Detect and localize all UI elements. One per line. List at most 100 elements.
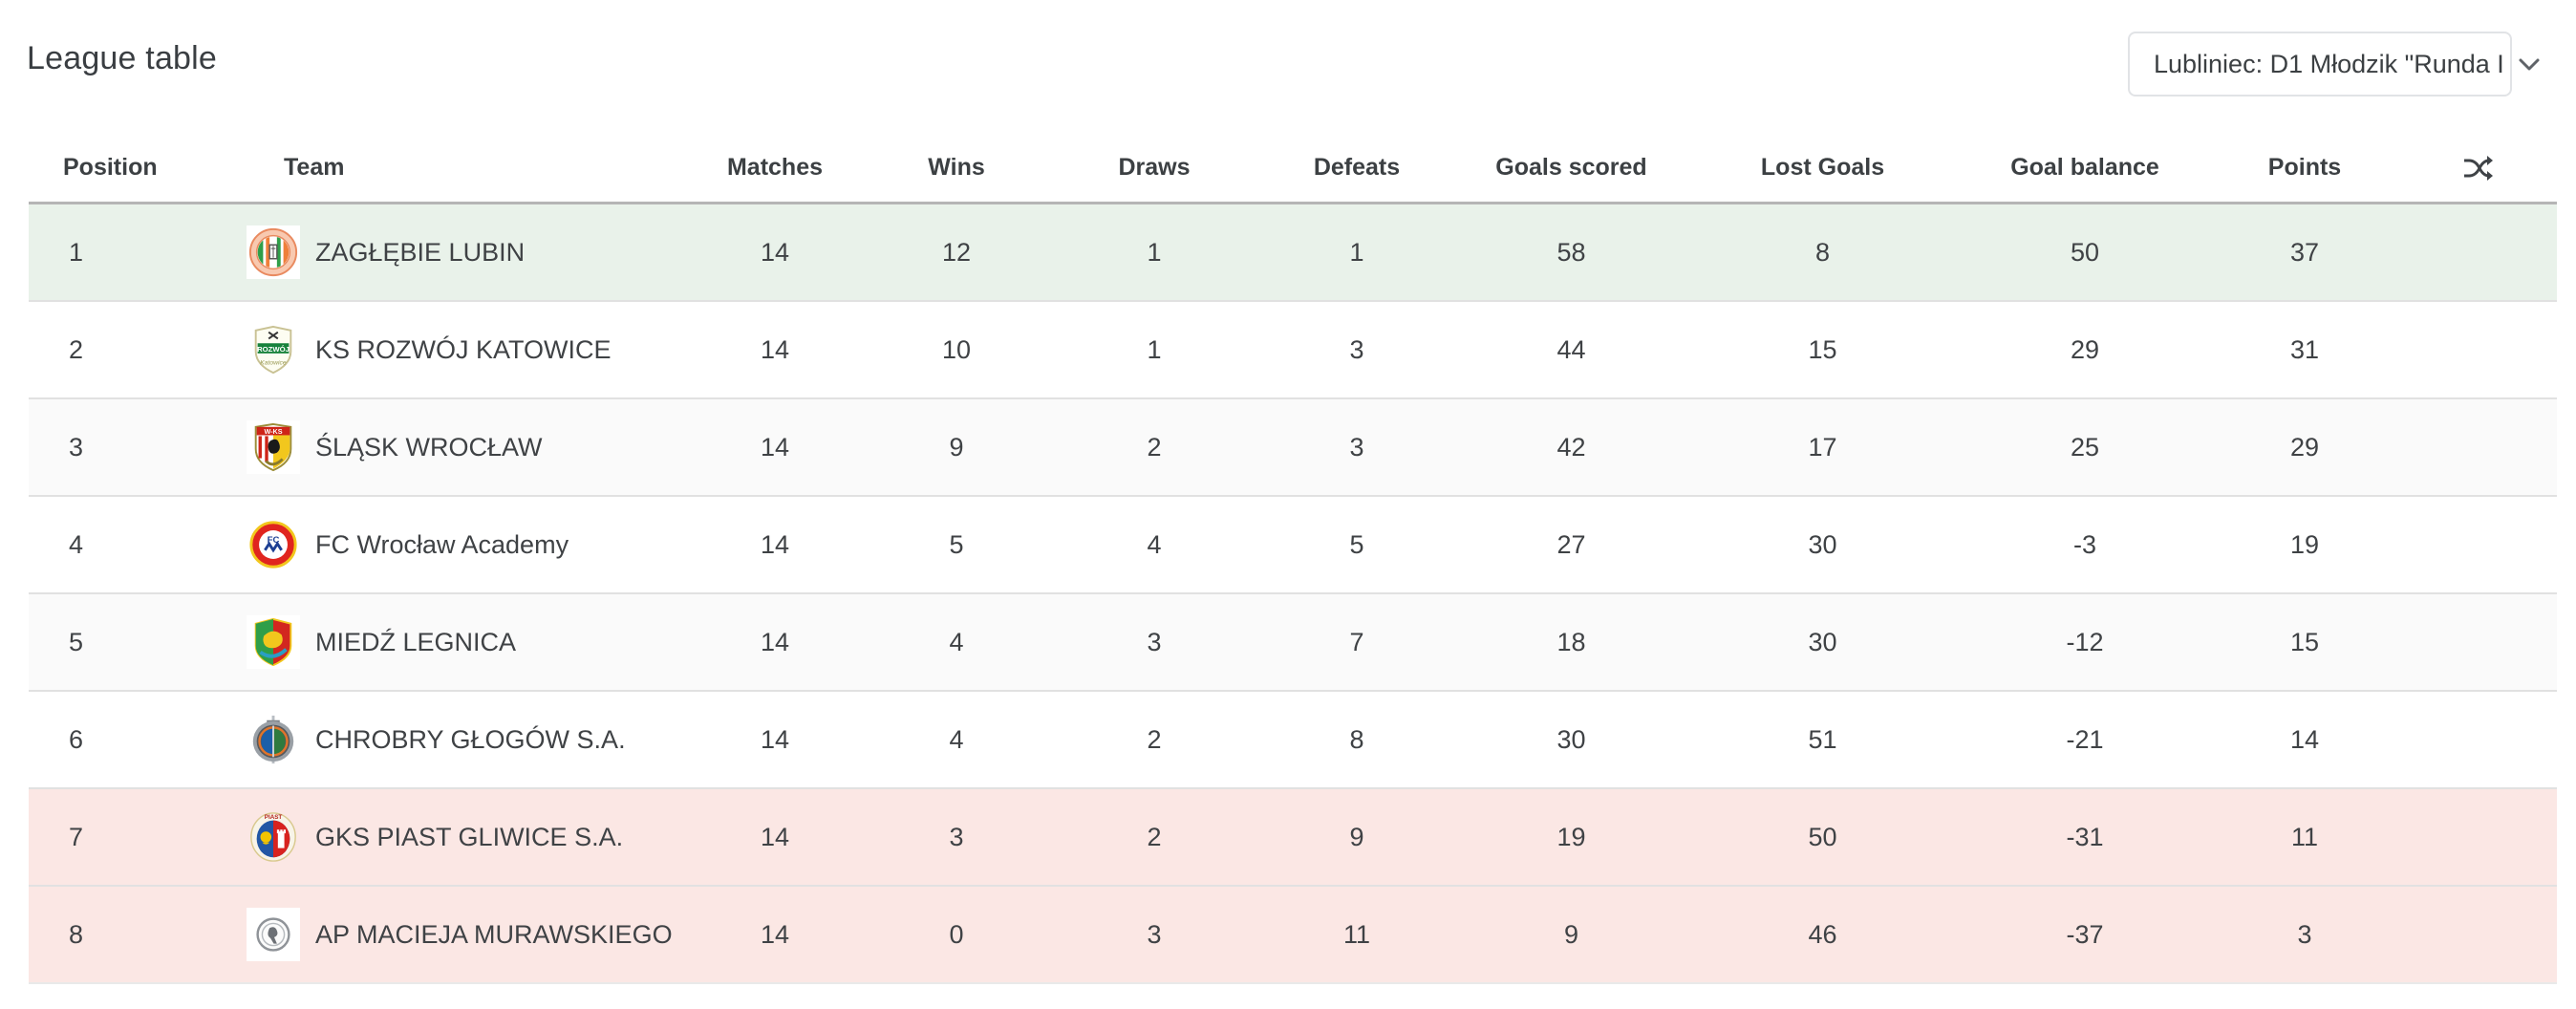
svg-text:PIAST: PIAST bbox=[265, 814, 283, 821]
draws-cell: 2 bbox=[1147, 724, 1162, 754]
team-name: KS ROZWÓJ KATOWICE bbox=[315, 334, 612, 364]
team-name: CHROBRY GŁOGÓW S.A. bbox=[315, 724, 626, 754]
team-name: ZAGŁĘBIE LUBIN bbox=[315, 237, 526, 267]
lost-goals-cell: 30 bbox=[1808, 529, 1837, 559]
badge-zaglebie-lubin-icon bbox=[247, 225, 300, 279]
position-cell: 7 bbox=[69, 822, 84, 851]
badge-piast-gliwice-icon: PIAST bbox=[247, 810, 300, 864]
position-cell: 1 bbox=[69, 237, 84, 267]
team-cell[interactable]: W-KS ŚLĄSK WROCŁAW bbox=[210, 420, 688, 474]
table-row: 3 W-KS ŚLĄSK WROCŁAW 14 9 2 3 42 17 2 bbox=[29, 399, 2557, 497]
table-row: 4 FC FC Wrocław Academy 14 5 4 5 27 30 -… bbox=[29, 497, 2557, 594]
chevron-down-icon bbox=[2518, 57, 2541, 72]
team-cell[interactable]: CHROBRY GŁOGÓW S.A. bbox=[210, 713, 688, 766]
goals-scored-cell: 58 bbox=[1556, 237, 1586, 267]
matches-cell: 14 bbox=[760, 237, 790, 267]
defeats-cell: 11 bbox=[1342, 919, 1371, 949]
lost-goals-cell: 46 bbox=[1808, 919, 1837, 949]
matches-cell: 14 bbox=[760, 529, 790, 559]
lost-goals-cell: 15 bbox=[1808, 334, 1837, 364]
defeats-cell: 8 bbox=[1349, 724, 1364, 754]
team-name: GKS PIAST GLIWICE S.A. bbox=[315, 822, 624, 851]
goal-balance-cell: -21 bbox=[2066, 724, 2104, 754]
goals-scored-cell: 27 bbox=[1556, 529, 1586, 559]
position-cell: 4 bbox=[69, 529, 84, 559]
lost-goals-cell: 51 bbox=[1808, 724, 1837, 754]
badge-slask-wroclaw-icon: W-KS bbox=[247, 420, 300, 474]
svg-text:FC: FC bbox=[268, 535, 280, 546]
matches-cell: 14 bbox=[760, 627, 790, 656]
lost-goals-cell: 30 bbox=[1808, 627, 1837, 656]
lost-goals-cell: 8 bbox=[1814, 237, 1831, 267]
svg-text:ROZWÓJ: ROZWÓJ bbox=[257, 345, 290, 354]
team-cell[interactable]: ZAGŁĘBIE LUBIN bbox=[210, 225, 688, 279]
goals-scored-cell: 19 bbox=[1556, 822, 1586, 851]
matches-cell: 14 bbox=[760, 334, 790, 364]
badge-miedz-legnica-icon bbox=[247, 615, 300, 669]
goals-scored-cell: 9 bbox=[1563, 919, 1579, 949]
col-header-goal-balance: Goal balance bbox=[2010, 154, 2159, 181]
shuffle-icon[interactable] bbox=[2398, 154, 2557, 182]
svg-text:Katowice: Katowice bbox=[260, 359, 287, 366]
draws-cell: 1 bbox=[1147, 237, 1162, 267]
team-cell[interactable]: ROZWÓJ Katowice KS ROZWÓJ KATOWICE bbox=[210, 323, 688, 376]
goals-scored-cell: 42 bbox=[1556, 432, 1586, 462]
team-cell[interactable]: PIAST GKS PIAST GLIWICE S.A. bbox=[210, 810, 688, 864]
goal-balance-cell: -31 bbox=[2066, 822, 2104, 851]
goals-scored-cell: 18 bbox=[1556, 627, 1586, 656]
col-header-wins: Wins bbox=[928, 154, 985, 181]
season-select-value: Lubliniec: D1 Młodzik "Runda I bbox=[2154, 49, 2504, 78]
team-cell[interactable]: FC FC Wrocław Academy bbox=[210, 518, 688, 571]
wins-cell: 3 bbox=[949, 822, 964, 851]
points-cell: 11 bbox=[2290, 822, 2319, 851]
lost-goals-cell: 50 bbox=[1808, 822, 1837, 851]
matches-cell: 14 bbox=[760, 919, 790, 949]
col-header-goals-scored: Goals scored bbox=[1495, 154, 1647, 181]
badge-chrobry-glogow-icon bbox=[247, 713, 300, 766]
wins-cell: 9 bbox=[949, 432, 964, 462]
goal-balance-cell: -3 bbox=[2072, 529, 2096, 559]
team-cell[interactable]: AP MACIEJA MURAWSKIEGO bbox=[210, 908, 688, 961]
col-header-points: Points bbox=[2267, 154, 2342, 181]
svg-text:W-KS: W-KS bbox=[264, 427, 282, 436]
points-cell: 14 bbox=[2289, 724, 2320, 754]
team-name: MIEDŹ LEGNICA bbox=[315, 627, 517, 656]
table-row: 6 CHROBRY GŁOGÓW S.A. 14 4 2 8 30 51 bbox=[29, 692, 2557, 789]
team-name: ŚLĄSK WROCŁAW bbox=[315, 432, 543, 462]
points-cell: 3 bbox=[2297, 919, 2312, 949]
col-header-draws: Draws bbox=[1118, 154, 1191, 181]
col-header-team: Team bbox=[284, 154, 345, 181]
col-header-lost-goals: Lost Goals bbox=[1760, 154, 1885, 181]
table-row: 5 MIEDŹ LEGNICA 14 4 3 7 18 30 -12 15 bbox=[29, 594, 2557, 692]
defeats-cell: 7 bbox=[1349, 627, 1364, 656]
draws-cell: 1 bbox=[1147, 334, 1162, 364]
wins-cell: 0 bbox=[949, 919, 964, 949]
matches-cell: 14 bbox=[760, 822, 790, 851]
goals-scored-cell: 30 bbox=[1556, 724, 1586, 754]
defeats-cell: 5 bbox=[1349, 529, 1364, 559]
lost-goals-cell: 17 bbox=[1808, 432, 1837, 462]
team-name: FC Wrocław Academy bbox=[315, 529, 569, 559]
badge-rozwoj-katowice-icon: ROZWÓJ Katowice bbox=[247, 323, 300, 376]
draws-cell: 2 bbox=[1147, 822, 1162, 851]
defeats-cell: 9 bbox=[1349, 822, 1364, 851]
wins-cell: 10 bbox=[941, 334, 972, 364]
draws-cell: 4 bbox=[1147, 529, 1162, 559]
matches-cell: 14 bbox=[760, 432, 790, 462]
defeats-cell: 3 bbox=[1349, 334, 1364, 364]
points-cell: 37 bbox=[2289, 237, 2320, 267]
draws-cell: 3 bbox=[1147, 627, 1162, 656]
team-name: AP MACIEJA MURAWSKIEGO bbox=[315, 919, 673, 949]
position-cell: 8 bbox=[69, 919, 84, 949]
goals-scored-cell: 44 bbox=[1556, 334, 1586, 364]
wins-cell: 5 bbox=[949, 529, 964, 559]
season-select-dropdown[interactable]: Lubliniec: D1 Młodzik "Runda I bbox=[2128, 32, 2540, 97]
defeats-cell: 1 bbox=[1349, 237, 1364, 267]
team-cell[interactable]: MIEDŹ LEGNICA bbox=[210, 615, 688, 669]
position-cell: 2 bbox=[69, 334, 84, 364]
defeats-cell: 3 bbox=[1349, 432, 1364, 462]
position-cell: 6 bbox=[69, 724, 84, 754]
points-cell: 31 bbox=[2289, 334, 2320, 364]
goal-balance-cell: 50 bbox=[2070, 237, 2100, 267]
badge-ap-murawskiego-icon bbox=[247, 908, 300, 961]
